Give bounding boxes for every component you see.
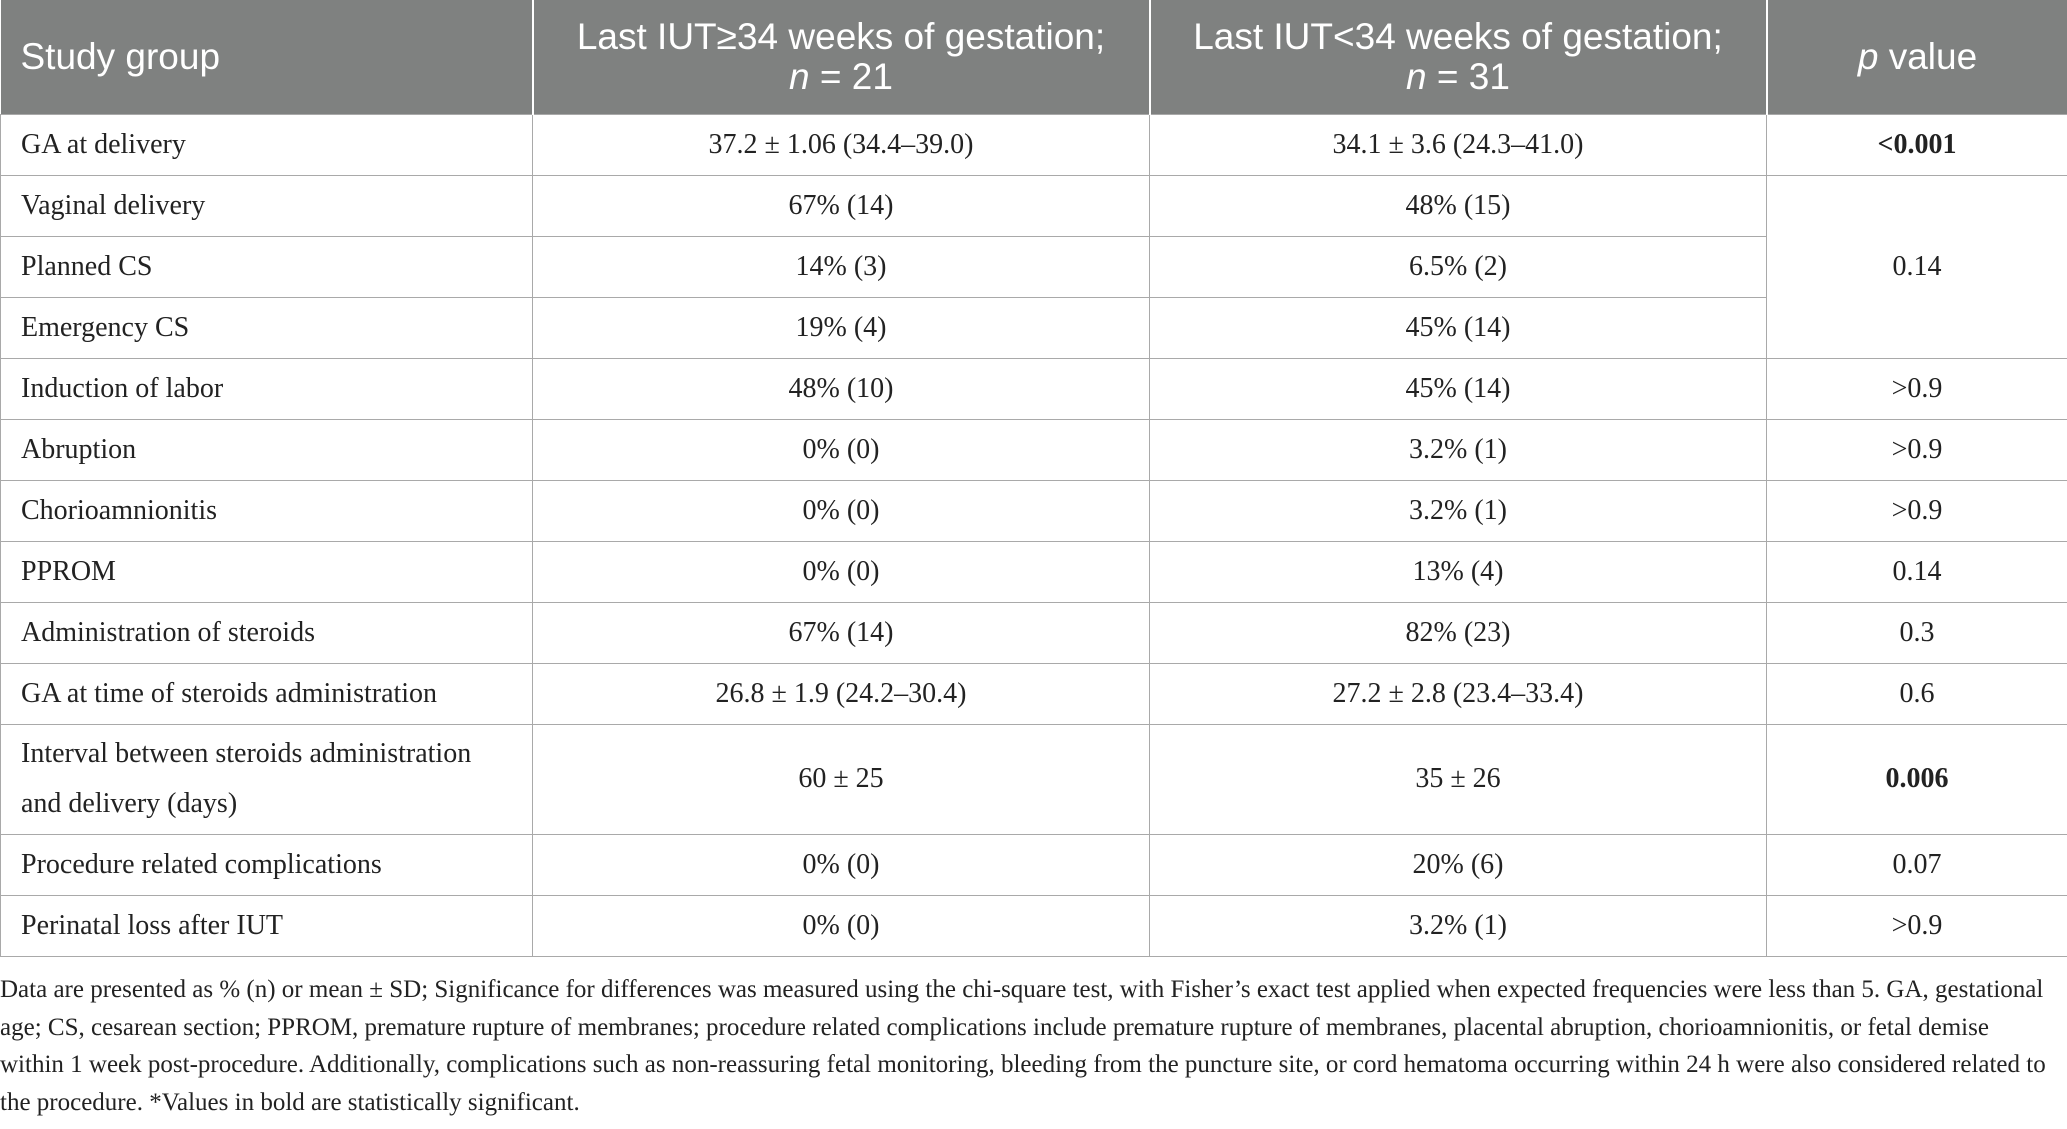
cell-ge34: 0% (0) <box>532 418 1150 481</box>
table-row: Abruption 0% (0) 3.2% (1) >0.9 <box>0 418 2067 481</box>
cell-p-value: >0.9 <box>1766 418 2067 481</box>
cell-lt34: 3.2% (1) <box>1149 418 1767 481</box>
cell-lt34: 82% (23) <box>1149 601 1767 664</box>
cell-lt34: 34.1 ± 3.6 (24.3–41.0) <box>1149 113 1767 176</box>
table-row: Procedure related complications 0% (0) 2… <box>0 833 2067 896</box>
cell-p-value: 0.14 <box>1766 540 2067 603</box>
row-label: Induction of labor <box>0 357 533 420</box>
results-table: Study group Last IUT≥34 weeks of gestati… <box>0 0 2067 957</box>
header-p-symbol: p <box>1857 35 1879 77</box>
cell-ge34: 67% (14) <box>532 174 1150 237</box>
cell-p-value: 0.3 <box>1766 601 2067 664</box>
cell-lt34: 3.2% (1) <box>1149 894 1767 957</box>
cell-ge34: 0% (0) <box>532 894 1150 957</box>
cell-ge34: 14% (3) <box>532 235 1150 298</box>
table-row: PPROM 0% (0) 13% (4) 0.14 <box>0 540 2067 603</box>
table-row: GA at time of steroids administration 26… <box>0 662 2067 725</box>
row-label: Perinatal loss after IUT <box>0 894 533 957</box>
table-row: Administration of steroids 67% (14) 82% … <box>0 601 2067 664</box>
row-label: Emergency CS <box>0 296 533 359</box>
header-lt34-n-value: = 31 <box>1426 55 1510 97</box>
cell-ge34: 48% (10) <box>532 357 1150 420</box>
header-ge34-n-value: = 21 <box>809 55 893 97</box>
cell-p-value: >0.9 <box>1766 479 2067 542</box>
row-label: GA at time of steroids administration <box>0 662 533 725</box>
cell-p-value: 0.07 <box>1766 833 2067 896</box>
row-label-line2: and delivery (days) <box>21 788 238 819</box>
cell-p-value: >0.9 <box>1766 894 2067 957</box>
cell-p-value-delivery-mode: 0.14 <box>1766 174 2067 359</box>
header-lt34-n: n = 31 <box>1171 55 1746 97</box>
cell-ge34: 0% (0) <box>532 479 1150 542</box>
row-label: Interval between steroids administration… <box>0 723 533 835</box>
table-row: Planned CS 14% (3) 6.5% (2) <box>0 235 2067 298</box>
table-row: Perinatal loss after IUT 0% (0) 3.2% (1)… <box>0 894 2067 957</box>
table-row: Chorioamnionitis 0% (0) 3.2% (1) >0.9 <box>0 479 2067 542</box>
results-table-container: Study group Last IUT≥34 weeks of gestati… <box>0 0 2067 957</box>
table-header: Study group Last IUT≥34 weeks of gestati… <box>0 0 2067 114</box>
cell-p-value: <0.001 <box>1766 113 2067 176</box>
cell-ge34: 60 ± 25 <box>532 723 1150 835</box>
row-label: Vaginal delivery <box>0 174 533 237</box>
cell-lt34: 13% (4) <box>1149 540 1767 603</box>
table-row: Induction of labor 48% (10) 45% (14) >0.… <box>0 357 2067 420</box>
cell-ge34: 37.2 ± 1.06 (34.4–39.0) <box>532 113 1150 176</box>
cell-lt34: 45% (14) <box>1149 357 1767 420</box>
row-label: PPROM <box>0 540 533 603</box>
table-footnote: Data are presented as % (n) or mean ± SD… <box>0 976 2046 1116</box>
header-ge34-n-symbol: n <box>789 55 810 97</box>
table-row: Vaginal delivery 67% (14) 48% (15) 0.14 <box>0 174 2067 359</box>
row-label: Abruption <box>0 418 533 481</box>
table-body: GA at delivery 37.2 ± 1.06 (34.4–39.0) 3… <box>0 113 2067 957</box>
cell-lt34: 27.2 ± 2.8 (23.4–33.4) <box>1149 662 1767 725</box>
cell-lt34: 45% (14) <box>1149 296 1767 359</box>
cell-ge34: 26.8 ± 1.9 (24.2–30.4) <box>532 662 1150 725</box>
cell-lt34: 35 ± 26 <box>1149 723 1767 835</box>
cell-ge34: 19% (4) <box>532 296 1150 359</box>
table-row: Interval between steroids administration… <box>0 723 2067 835</box>
header-ge34-line1: Last IUT≥34 weeks of gestation; <box>576 15 1106 57</box>
cell-p-value: 0.006 <box>1766 723 2067 835</box>
cell-lt34: 20% (6) <box>1149 833 1767 896</box>
table-row: Emergency CS 19% (4) 45% (14) <box>0 296 2067 359</box>
cell-ge34: 0% (0) <box>532 540 1150 603</box>
row-label: Chorioamnionitis <box>0 479 533 542</box>
cell-lt34: 6.5% (2) <box>1149 235 1767 298</box>
header-p-value: p value <box>1766 0 2067 114</box>
header-p-rest: value <box>1878 35 1978 77</box>
cell-p-value: >0.9 <box>1766 357 2067 420</box>
header-row: Study group Last IUT≥34 weeks of gestati… <box>0 0 2067 114</box>
cell-ge34: 0% (0) <box>532 833 1150 896</box>
cell-lt34: 48% (15) <box>1149 174 1767 237</box>
header-last-iut-ge34: Last IUT≥34 weeks of gestation; n = 21 <box>532 0 1151 114</box>
header-last-iut-lt34: Last IUT<34 weeks of gestation; n = 31 <box>1149 0 1768 114</box>
header-study-group: Study group <box>0 0 534 114</box>
header-lt34-line1: Last IUT<34 weeks of gestation; <box>1193 15 1723 57</box>
row-label: Planned CS <box>0 235 533 298</box>
table-row: GA at delivery 37.2 ± 1.06 (34.4–39.0) 3… <box>0 113 2067 176</box>
header-lt34-n-symbol: n <box>1406 55 1427 97</box>
row-label: Administration of steroids <box>0 601 533 664</box>
row-label-line1: Interval between steroids administration <box>21 738 472 769</box>
cell-p-value: 0.6 <box>1766 662 2067 725</box>
cell-ge34: 67% (14) <box>532 601 1150 664</box>
cell-lt34: 3.2% (1) <box>1149 479 1767 542</box>
row-label: Procedure related complications <box>0 833 533 896</box>
row-label: GA at delivery <box>0 113 533 176</box>
header-ge34-n: n = 21 <box>554 55 1129 97</box>
